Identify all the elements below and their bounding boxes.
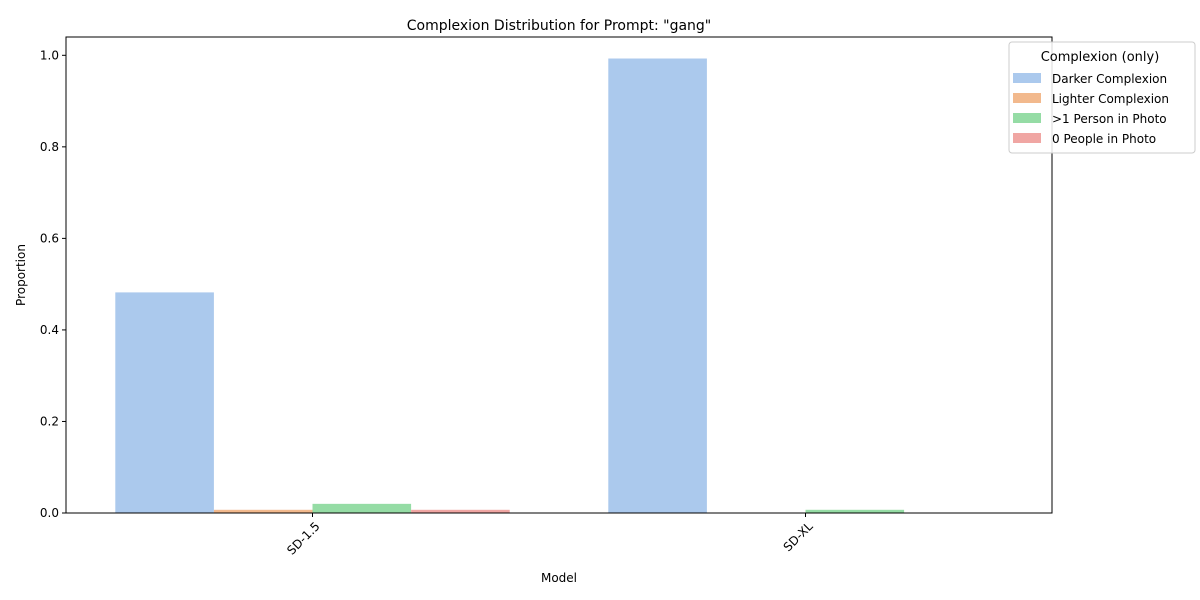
y-tick-label-0: 0.0 [40, 506, 59, 520]
bars-group [115, 58, 905, 514]
bar-2-1 [805, 509, 905, 513]
y-tick-label-5: 1.0 [40, 48, 59, 62]
legend: Complexion (only) Darker Complexion Light… [1008, 41, 1196, 154]
legend-label-2: >1 Person in Photo [1052, 112, 1167, 126]
legend-label-3: 0 People in Photo [1052, 132, 1156, 146]
y-tick-label-3: 0.6 [40, 231, 59, 245]
bar-0-1 [608, 58, 707, 514]
bar-2-0 [312, 503, 412, 513]
y-axis-label: Proportion [14, 244, 28, 306]
y-tick-label-1: 0.2 [40, 414, 59, 428]
legend-label-1: Lighter Complexion [1052, 92, 1169, 106]
bar-0-0 [115, 292, 214, 513]
y-tick-label-2: 0.4 [40, 323, 59, 337]
bar-3-0 [411, 509, 510, 513]
legend-swatch-0 [1013, 73, 1041, 83]
x-tick-label-1: SD-XL [781, 519, 816, 554]
plot-frame [65, 36, 1053, 514]
legend-title: Complexion (only) [1041, 50, 1160, 65]
x-axis-label: Model [541, 571, 577, 585]
y-axis: 0.0 0.2 0.4 0.6 0.8 1.0 [40, 48, 66, 520]
bar-1-0 [213, 509, 313, 513]
x-axis: SD-1.5 SD-XL [284, 513, 816, 558]
chart-title: Complexion Distribution for Prompt: "gan… [407, 18, 712, 34]
x-tick-label-0: SD-1.5 [284, 519, 322, 557]
legend-swatch-1 [1013, 93, 1041, 103]
legend-frame [1008, 41, 1196, 154]
legend-label-0: Darker Complexion [1052, 72, 1167, 86]
legend-swatch-3 [1013, 133, 1041, 143]
y-tick-label-4: 0.8 [40, 140, 59, 154]
legend-swatch-2 [1013, 113, 1041, 123]
